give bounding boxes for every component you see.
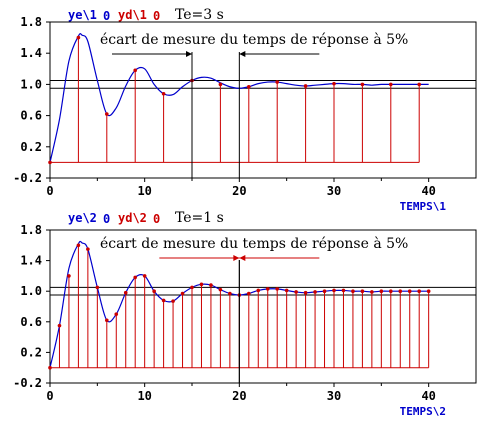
x-tick-label: 0 bbox=[46, 184, 53, 198]
sampling-period-label: Te=1 s bbox=[175, 210, 224, 226]
y-tick-label: 0.2 bbox=[20, 345, 42, 359]
y-tick-label: 0.6 bbox=[20, 109, 42, 123]
gap-annotation: écart de mesure du temps de réponse à 5% bbox=[100, 235, 408, 252]
gap-arrowhead-left bbox=[186, 51, 192, 57]
sample-point bbox=[114, 312, 119, 316]
sample-point bbox=[190, 285, 194, 290]
y-tick-label: 1.8 bbox=[20, 15, 42, 29]
sample-point bbox=[95, 285, 100, 290]
sample-point bbox=[209, 283, 213, 287]
sample-point bbox=[105, 318, 109, 323]
sampling-period-label: Te=3 s bbox=[175, 7, 224, 23]
chart-2: -0.2 0.2 0.6 1.0 1.4 1.8 0 10 20 30 40 écart de mes… bbox=[13, 210, 477, 418]
sample-point bbox=[294, 290, 298, 294]
sample-point bbox=[275, 80, 280, 84]
legend-sampled-mark: 0 bbox=[153, 212, 160, 226]
sample-point bbox=[265, 287, 270, 291]
x-axis-label: TEMPS\1 bbox=[400, 200, 447, 213]
legend-continuous-mark: 0 bbox=[103, 9, 110, 23]
y-tick-label: 1.0 bbox=[20, 77, 42, 91]
sample-point bbox=[360, 289, 365, 294]
sample-point bbox=[389, 82, 393, 87]
sample-point bbox=[407, 289, 412, 294]
x-tick-label: 40 bbox=[421, 184, 435, 198]
sample-point bbox=[133, 275, 137, 280]
sample-point bbox=[218, 82, 223, 87]
sample-point bbox=[417, 289, 422, 294]
sample-point bbox=[218, 287, 223, 292]
sample-point bbox=[76, 35, 81, 40]
legend-continuous: ye\1 bbox=[68, 8, 97, 22]
sample-point bbox=[171, 299, 175, 303]
sample-point bbox=[86, 247, 90, 251]
sample-point bbox=[398, 289, 403, 294]
sample-point bbox=[76, 243, 81, 248]
sample-point bbox=[199, 282, 204, 287]
x-tick-label: 10 bbox=[137, 184, 151, 198]
sample-point bbox=[360, 82, 365, 87]
gap-annotation: écart de mesure du temps de réponse à 5% bbox=[100, 31, 408, 48]
legend-sampled-mark: 0 bbox=[153, 9, 160, 23]
sample-point bbox=[426, 289, 431, 294]
y-tick-label: 1.0 bbox=[20, 284, 42, 298]
sample-point bbox=[351, 289, 355, 294]
y-tick-label: -0.2 bbox=[13, 171, 42, 185]
sample-point bbox=[161, 298, 166, 303]
sample-point bbox=[389, 289, 393, 294]
sample-point bbox=[332, 81, 336, 86]
sample-point bbox=[341, 288, 346, 293]
sample-point bbox=[67, 274, 71, 278]
sample-point bbox=[284, 288, 289, 293]
sample-point bbox=[48, 160, 52, 165]
legend-continuous-mark: 0 bbox=[103, 212, 110, 226]
x-tick-label: 20 bbox=[232, 184, 246, 198]
sample-point bbox=[180, 291, 185, 296]
sample-point bbox=[152, 289, 156, 294]
legend-continuous: ye\2 bbox=[68, 211, 97, 225]
sample-point bbox=[123, 290, 128, 295]
sample-point bbox=[133, 68, 137, 73]
y-tick-label: 0.2 bbox=[20, 140, 42, 154]
gap-arrowhead-right bbox=[239, 51, 246, 57]
y-tick-label: -0.2 bbox=[13, 376, 42, 390]
x-tick-label: 0 bbox=[46, 389, 53, 403]
sample-point bbox=[142, 274, 147, 278]
sample-point bbox=[247, 84, 251, 89]
sample-point bbox=[48, 365, 52, 370]
sample-point bbox=[370, 290, 374, 294]
x-tick-label: 30 bbox=[327, 389, 341, 403]
gap-arrowhead-left bbox=[233, 255, 240, 261]
sample-point bbox=[57, 323, 62, 328]
x-axis-label: TEMPS\2 bbox=[400, 405, 446, 418]
x-tick-label: 20 bbox=[232, 389, 246, 403]
chart-1: -0.2 0.2 0.6 1.0 1.4 1.8 0 10 20 30 40 écart de mes… bbox=[13, 7, 477, 213]
x-tick-label: 30 bbox=[327, 184, 341, 198]
legend-sampled: yd\1 bbox=[118, 8, 147, 22]
sample-point bbox=[379, 289, 384, 294]
sample-point bbox=[322, 289, 327, 294]
sample-point bbox=[313, 290, 317, 294]
sample-point bbox=[256, 288, 261, 293]
x-tick-label: 10 bbox=[137, 389, 151, 403]
sample-point bbox=[332, 288, 336, 293]
y-tick-label: 1.8 bbox=[20, 223, 42, 237]
y-tick-label: 0.6 bbox=[20, 315, 42, 329]
y-tick-label: 1.4 bbox=[20, 254, 42, 268]
sample-point bbox=[303, 84, 308, 88]
sample-point bbox=[275, 287, 280, 291]
sample-point bbox=[228, 291, 232, 296]
x-tick-label: 40 bbox=[421, 389, 435, 403]
sample-point bbox=[105, 112, 109, 116]
plot-frame bbox=[49, 229, 477, 384]
y-tick-label: 1.4 bbox=[20, 46, 42, 60]
legend-sampled: yd\2 bbox=[118, 211, 147, 225]
sample-point bbox=[417, 82, 422, 87]
sample-point bbox=[247, 291, 251, 296]
plot-frame bbox=[49, 21, 477, 179]
sample-point bbox=[303, 290, 308, 295]
gap-arrowhead-right bbox=[239, 255, 246, 261]
sample-point bbox=[161, 91, 166, 96]
